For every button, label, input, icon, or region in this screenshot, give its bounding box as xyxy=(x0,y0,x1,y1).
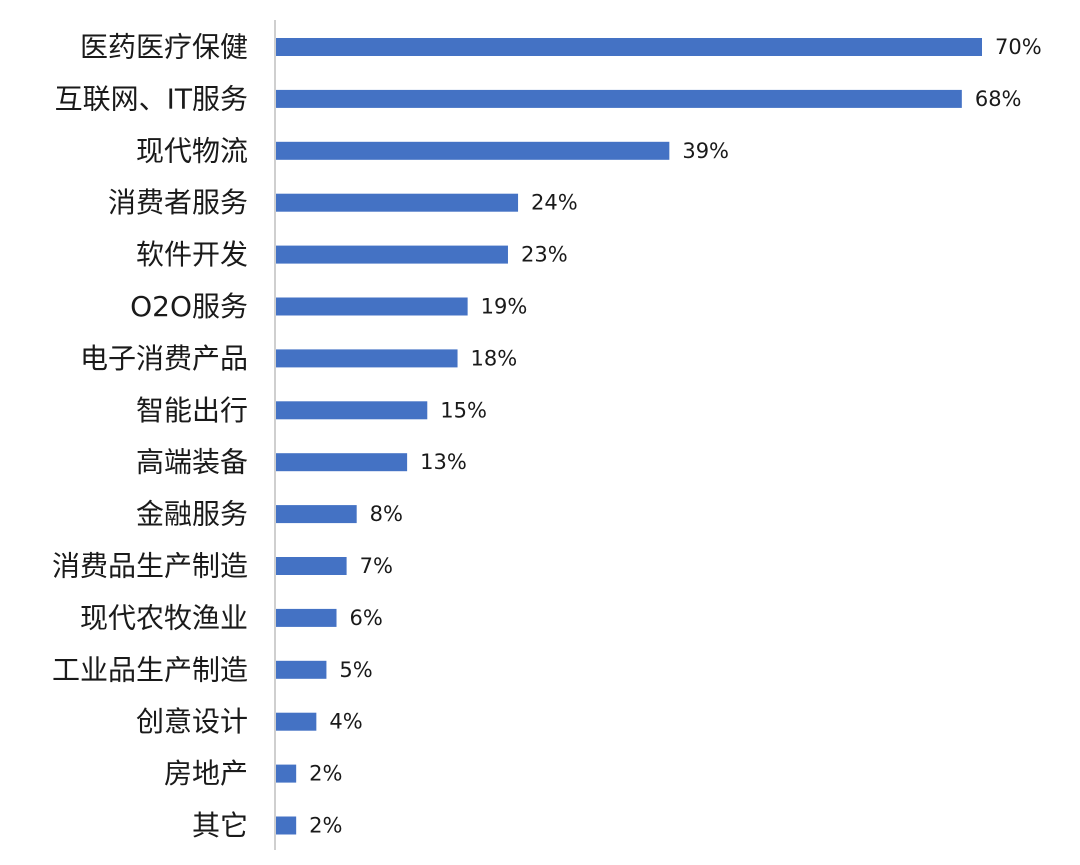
bar xyxy=(276,660,327,679)
data-label: 8% xyxy=(370,502,403,526)
data-label: 70% xyxy=(995,35,1042,59)
data-label: 7% xyxy=(360,554,393,578)
bar xyxy=(276,38,982,56)
bar xyxy=(276,141,670,160)
bar xyxy=(276,453,408,472)
bar xyxy=(276,89,962,108)
bar xyxy=(276,816,297,835)
category-label: 现代农牧渔业 xyxy=(80,601,248,634)
data-label: 6% xyxy=(350,606,383,630)
category-label: 消费者服务 xyxy=(108,186,248,219)
data-label: 15% xyxy=(440,398,487,422)
data-label: 4% xyxy=(329,710,362,734)
category-label: 电子消费产品 xyxy=(80,342,248,375)
bar xyxy=(276,193,519,212)
category-label: 房地产 xyxy=(164,757,248,790)
category-label: 消费品生产制造 xyxy=(52,550,248,583)
category-label: 其它 xyxy=(192,809,248,842)
data-label: 18% xyxy=(471,346,518,370)
category-label: 现代物流 xyxy=(136,134,248,167)
category-label: 金融服务 xyxy=(136,498,248,531)
data-label: 2% xyxy=(309,762,342,786)
bar xyxy=(276,349,458,368)
data-label: 19% xyxy=(481,295,528,319)
category-label: 互联网、IT服务 xyxy=(55,82,248,115)
category-label: 创意设计 xyxy=(136,705,248,738)
bar xyxy=(276,764,297,783)
bars-layer: 医药医疗保健 70% 互联网、IT服务 68% 现代物流 39% 消费者服务 24% 软件开发 2… xyxy=(52,31,1042,843)
bar xyxy=(276,557,347,575)
category-label: 软件开发 xyxy=(136,238,248,271)
bar xyxy=(276,245,508,264)
category-label: 高端装备 xyxy=(136,446,248,479)
bar xyxy=(276,608,337,627)
bar xyxy=(276,401,428,420)
data-label: 68% xyxy=(975,87,1022,111)
category-label: O2O服务 xyxy=(130,290,248,323)
data-label: 23% xyxy=(521,243,568,267)
data-label: 2% xyxy=(309,814,342,838)
data-label: 5% xyxy=(339,658,372,682)
category-label: 医药医疗保健 xyxy=(80,31,248,64)
data-label: 13% xyxy=(420,450,467,474)
bar xyxy=(276,297,468,316)
bar xyxy=(276,712,317,731)
category-label: 智能出行 xyxy=(136,394,248,427)
bar xyxy=(276,505,357,524)
data-label: 24% xyxy=(531,191,578,215)
data-label: 39% xyxy=(682,139,729,163)
category-label: 工业品生产制造 xyxy=(52,653,248,686)
